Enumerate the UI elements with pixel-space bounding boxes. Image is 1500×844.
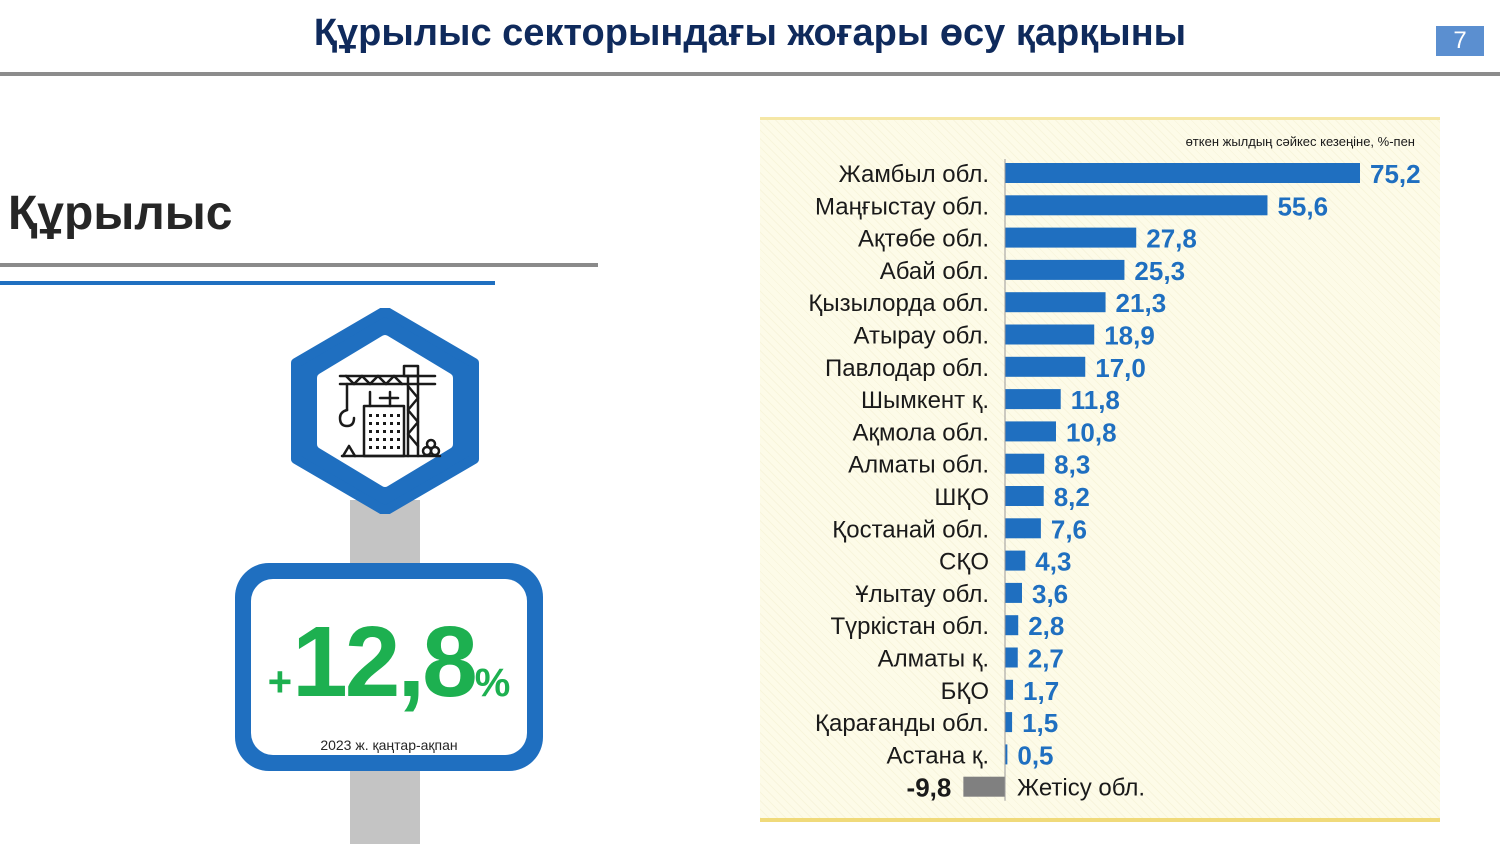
value-label: 1,5 <box>1022 708 1058 738</box>
value-label: 0,5 <box>1017 740 1053 770</box>
value-label: 2,7 <box>1028 644 1064 674</box>
building-windows <box>369 414 400 449</box>
value-label: 11,8 <box>1071 385 1120 415</box>
header-divider <box>0 72 1500 76</box>
kpi-value: +12,8% <box>251 612 527 712</box>
bar <box>1005 744 1008 765</box>
kpi-period: 2023 ж. қаңтар-ақпан <box>320 737 458 753</box>
value-label: 18,9 <box>1104 321 1155 351</box>
section-divider-gray <box>0 263 598 267</box>
bar <box>1005 195 1268 216</box>
bar <box>1005 421 1056 442</box>
category-label: СҚО <box>939 549 989 576</box>
bar <box>1005 647 1018 668</box>
construction-crane-icon <box>338 364 442 458</box>
kpi-sign: +12,8% 2023 ж. қаңтар-ақпан <box>235 563 543 771</box>
value-label: 1,7 <box>1023 676 1059 706</box>
page-number: 7 <box>1436 26 1484 56</box>
section-title: Құрылыс <box>8 187 233 240</box>
bar <box>1005 486 1044 506</box>
kpi-unit: % <box>474 661 511 705</box>
bar <box>1005 518 1041 539</box>
value-label: 8,2 <box>1054 482 1090 512</box>
value-label: 4,3 <box>1035 547 1071 577</box>
value-label: 17,0 <box>1095 353 1146 383</box>
bar <box>1005 712 1013 733</box>
category-label: Қызылорда обл. <box>808 290 989 317</box>
value-label: 25,3 <box>1134 256 1185 286</box>
bar <box>1005 259 1125 280</box>
category-label: Жамбыл обл. <box>839 161 989 188</box>
value-label: -9,8 <box>907 773 952 803</box>
bar <box>1005 356 1086 377</box>
value-label: 21,3 <box>1116 288 1167 318</box>
kpi-panel: +12,8% 2023 ж. қаңтар-ақпан <box>251 579 527 755</box>
category-label: Алматы қ. <box>878 646 989 673</box>
value-label: 55,6 <box>1277 191 1328 221</box>
section-divider-blue <box>0 281 495 285</box>
category-label: Ақмола обл. <box>852 419 989 446</box>
bar <box>1005 389 1061 410</box>
category-label: Атырау обл. <box>853 323 989 350</box>
category-label: Ақтөбе обл. <box>858 226 989 253</box>
category-label: БҚО <box>941 678 989 705</box>
category-label: Павлодар обл. <box>825 355 989 382</box>
bar <box>1005 292 1106 313</box>
category-label: Алматы обл. <box>848 452 989 479</box>
category-label: Жетісу обл. <box>1017 775 1145 802</box>
value-label: 75,2 <box>1370 159 1421 189</box>
bar <box>1005 679 1014 700</box>
bar <box>1005 163 1360 183</box>
bar <box>1005 324 1095 345</box>
growth-bar-chart: өткен жылдың сәйкес кезеңіне, %-пен Жамб… <box>808 134 1421 803</box>
bar <box>1005 550 1026 571</box>
category-label: Қарағанды обл. <box>815 710 989 737</box>
category-label: ШҚО <box>934 484 989 511</box>
bar <box>1005 582 1022 603</box>
chart-unit-note: өткен жылдың сәйкес кезеңіне, %-пен <box>1186 134 1415 149</box>
value-label: 7,6 <box>1051 514 1087 544</box>
bar <box>1005 453 1045 474</box>
kpi-number: 12,8 <box>292 606 478 718</box>
category-label: Ұлытау обл. <box>855 581 989 608</box>
bar <box>1005 615 1019 636</box>
value-label: 3,6 <box>1032 579 1068 609</box>
category-label: Абай обл. <box>880 258 989 285</box>
value-label: 10,8 <box>1066 417 1117 447</box>
category-label: Түркістан обл. <box>830 613 989 640</box>
value-label: 2,8 <box>1028 611 1064 641</box>
page-title: Құрылыс секторындағы жоғары өсу қарқыны <box>313 12 1187 54</box>
hexagon-badge <box>291 308 479 514</box>
category-label: Шымкент қ. <box>861 387 989 414</box>
category-label: Маңғыстау обл. <box>815 193 989 220</box>
value-label: 27,8 <box>1146 224 1197 254</box>
bar <box>1005 227 1137 248</box>
chart-panel: өткен жылдың сәйкес кезеңіне, %-пен Жамб… <box>760 117 1440 822</box>
bar <box>963 776 1005 797</box>
kpi-sign-symbol: + <box>267 658 293 705</box>
category-label: Астана қ. <box>886 742 989 769</box>
value-label: 8,3 <box>1054 450 1090 480</box>
category-label: Қостанай обл. <box>832 516 989 543</box>
